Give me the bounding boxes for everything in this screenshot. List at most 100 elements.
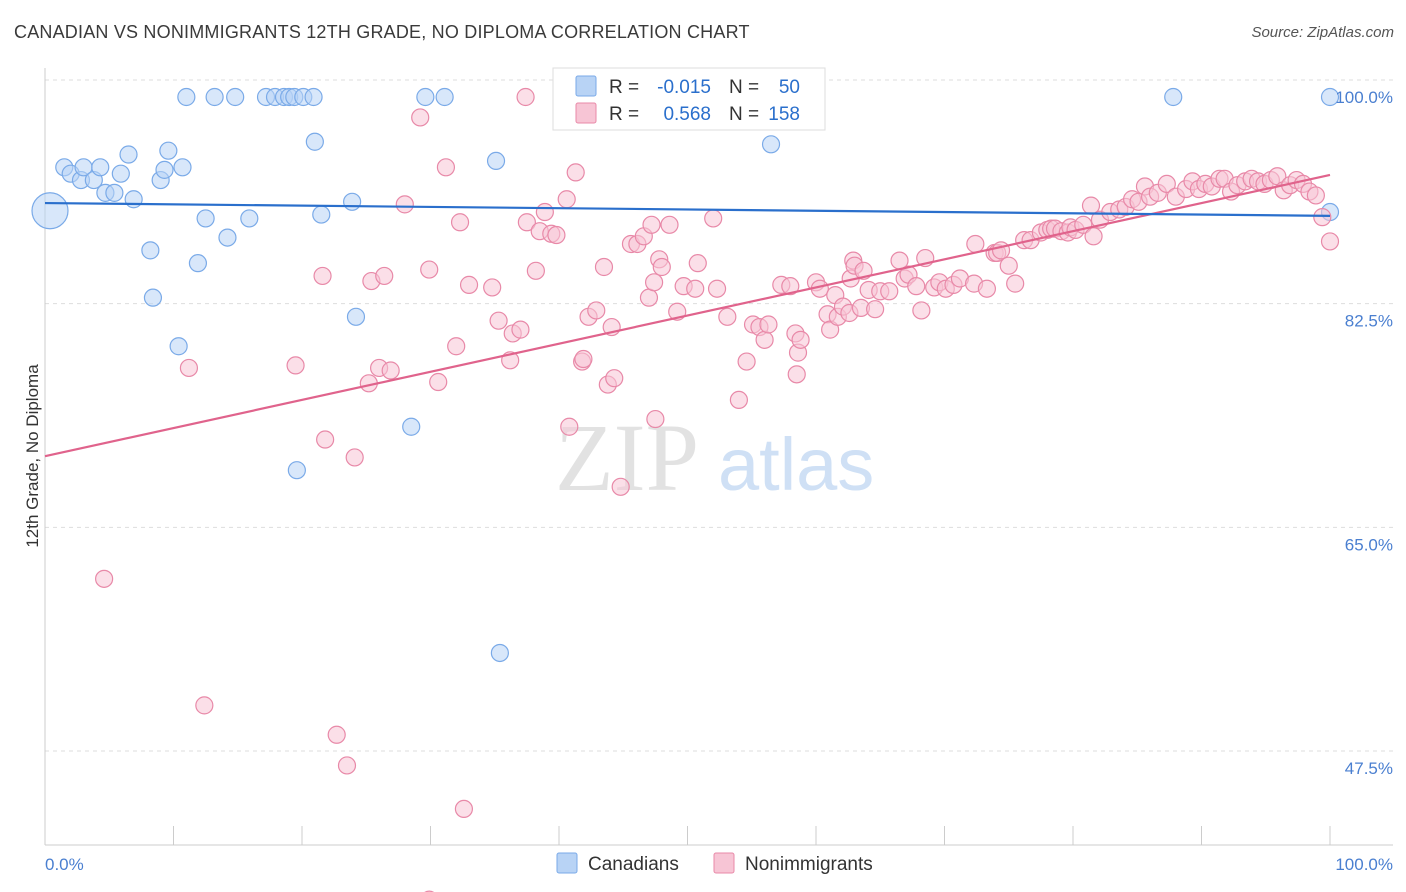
nonimmigrants-point [195, 696, 214, 715]
nonimmigrants-point [759, 315, 778, 334]
nonimmigrants-point [316, 430, 335, 449]
canadians-point [177, 87, 196, 107]
canadians-point [343, 192, 362, 211]
nonimmigrants-point [991, 241, 1011, 260]
canadians-point [143, 288, 163, 307]
nonimmigrants-point [447, 337, 466, 356]
legend-n-value-canadians: 50 [779, 77, 800, 98]
legend-n-value-nonimmigrants: 158 [768, 104, 800, 125]
canadians-point [240, 209, 259, 228]
nonimmigrants-point [707, 279, 727, 298]
nonimmigrants-point [1006, 274, 1025, 293]
legend-r-value-canadians: -0.015 [657, 77, 711, 98]
stats-legend-box [552, 67, 826, 131]
canadians-point [124, 190, 143, 209]
x-tick-label-max: 100.0% [1335, 855, 1393, 874]
nonimmigrants-point [594, 257, 614, 277]
nonimmigrants-point [516, 87, 535, 107]
nonimmigrants-point [729, 390, 749, 410]
canadians-point [761, 135, 781, 154]
nonimmigrants-point [686, 279, 705, 298]
nonimmigrants-point [791, 330, 810, 349]
canadians-point [287, 461, 306, 480]
nonimmigrants-point [611, 477, 630, 496]
bottom-legend-label-canadians: Canadians [588, 854, 679, 875]
canadians-point [173, 158, 192, 177]
canadians-point [205, 87, 224, 107]
legend-n-label-canadians: N = [729, 77, 759, 98]
canadians-point [119, 145, 138, 164]
nonimmigrants-point [395, 195, 414, 214]
nonimmigrants-point [639, 288, 659, 307]
nonimmigrants-point [688, 254, 707, 273]
legend-r-value-nonimmigrants: 0.568 [663, 104, 711, 125]
nonimmigrants-point [999, 256, 1018, 275]
canadians-point [490, 643, 509, 663]
nonimmigrants-point [557, 190, 576, 209]
canadians-point [416, 87, 435, 107]
nonimmigrants-point [566, 163, 585, 182]
nonimmigrants-point [880, 282, 899, 301]
nonimmigrants-point [95, 569, 114, 588]
nonimmigrants-point [381, 361, 400, 380]
y-tick-labels: 100.0% 82.5% 65.0% 47.5% [1335, 88, 1393, 778]
canadians-point [402, 417, 421, 436]
canadians-point [312, 205, 331, 224]
canadians-point [141, 241, 160, 260]
nonimmigrants-point [652, 257, 671, 277]
series-nonimmigrants [95, 87, 1340, 892]
nonimmigrants-point [420, 260, 439, 279]
canadians-point [91, 158, 110, 177]
nonimmigrants-point [644, 273, 664, 292]
y-tick-label: 82.5% [1345, 312, 1393, 331]
canadians-point [31, 192, 69, 230]
canadians-point [304, 87, 323, 107]
canadians-point [188, 254, 208, 273]
nonimmigrants-point [781, 277, 800, 296]
nonimmigrants-point [866, 300, 885, 319]
trend-line-nonimmigrants [44, 173, 1331, 458]
canadians-point [218, 228, 237, 247]
bottom-legend-swatch-canadians [556, 852, 578, 874]
x-axis-ticks [44, 826, 1331, 845]
nonimmigrants-point [345, 448, 364, 467]
nonimmigrants-point [755, 330, 774, 349]
nonimmigrants-point [704, 209, 723, 228]
nonimmigrants-point [454, 799, 474, 818]
bottom-legend-swatch-nonimmigrants [713, 852, 735, 874]
watermark-atlas: atlas [718, 423, 874, 506]
nonimmigrants-point [375, 266, 394, 286]
nonimmigrants-point [337, 756, 357, 775]
series-legend: Canadians Nonimmigrants [556, 852, 873, 875]
nonimmigrants-point [718, 307, 737, 326]
watermark: ZIP atlas [555, 404, 874, 511]
canadians-point [105, 183, 124, 202]
nonimmigrants-point [327, 725, 346, 744]
nonimmigrants-point [966, 234, 985, 254]
canadians-point [169, 337, 188, 356]
canadians-point [196, 209, 215, 228]
canadians-point [226, 87, 245, 107]
y-tick-label: 47.5% [1345, 759, 1393, 778]
nonimmigrants-point [660, 215, 679, 234]
legend-r-label-canadians: R = [609, 77, 639, 98]
stats-legend: R = -0.015 N = 50 R = 0.568 N = 158 [552, 67, 826, 131]
legend-n-label-nonimmigrants: N = [729, 104, 759, 125]
y-tick-label: 100.0% [1335, 88, 1393, 107]
canadians-point [305, 132, 324, 151]
nonimmigrants-point [737, 352, 756, 371]
y-axis-label: 12th Grade, No Diploma [23, 364, 42, 548]
nonimmigrants-point [907, 277, 926, 296]
nonimmigrants-point [547, 225, 566, 245]
nonimmigrants-point [489, 311, 508, 330]
nonimmigrants-point [1306, 186, 1325, 205]
canadians-point [1320, 87, 1340, 107]
nonimmigrants-point [587, 301, 606, 320]
chart-source: Source: ZipAtlas.com [1251, 24, 1394, 41]
canadians-point [159, 141, 178, 160]
nonimmigrants-point [179, 358, 199, 378]
nonimmigrants-point [411, 108, 430, 127]
bottom-legend-label-nonimmigrants: Nonimmigrants [745, 854, 873, 875]
y-tick-label: 65.0% [1345, 535, 1393, 554]
trend-lines [44, 173, 1331, 458]
